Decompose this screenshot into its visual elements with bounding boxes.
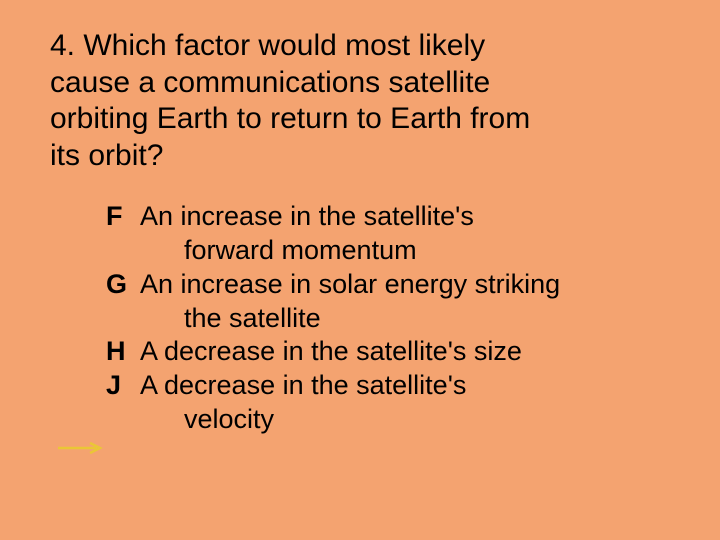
answer-text-j: A decrease in the satellite's velocity (140, 369, 670, 437)
answer-g: G An increase in solar energy striking t… (106, 268, 670, 336)
answer-j: J A decrease in the satellite's velocity (106, 369, 670, 437)
answer-text-h: A decrease in the satellite's size (140, 335, 670, 369)
answer-h-line1: A decrease in the satellite's size (140, 336, 522, 366)
correct-arrow-icon (56, 441, 104, 455)
answer-h: H A decrease in the satellite's size (106, 335, 670, 369)
answer-g-line1: An increase in solar energy striking (140, 269, 560, 299)
answer-f-line2: forward momentum (140, 234, 670, 268)
answer-letter-g: G (106, 268, 140, 336)
answer-letter-j: J (106, 369, 140, 437)
answer-f-line1: An increase in the satellite's (140, 201, 474, 231)
question-line1: 4. Which factor would most likely (50, 29, 485, 62)
answer-f: F An increase in the satellite's forward… (106, 200, 670, 268)
answers-list: F An increase in the satellite's forward… (50, 200, 670, 436)
answer-letter-h: H (106, 335, 140, 369)
answer-j-line2: velocity (140, 403, 670, 437)
question-line4: its orbit? (50, 139, 163, 172)
answer-text-f: An increase in the satellite's forward m… (140, 200, 670, 268)
question-line3: orbiting Earth to return to Earth from (50, 102, 530, 135)
answer-letter-f: F (106, 200, 140, 268)
question-text: 4. Which factor would most likely cause … (50, 28, 670, 174)
answer-text-g: An increase in solar energy striking the… (140, 268, 670, 336)
answer-j-line1: A decrease in the satellite's (140, 370, 466, 400)
answer-g-line2: the satellite (140, 302, 670, 336)
question-line2: cause a communications satellite (50, 66, 490, 99)
